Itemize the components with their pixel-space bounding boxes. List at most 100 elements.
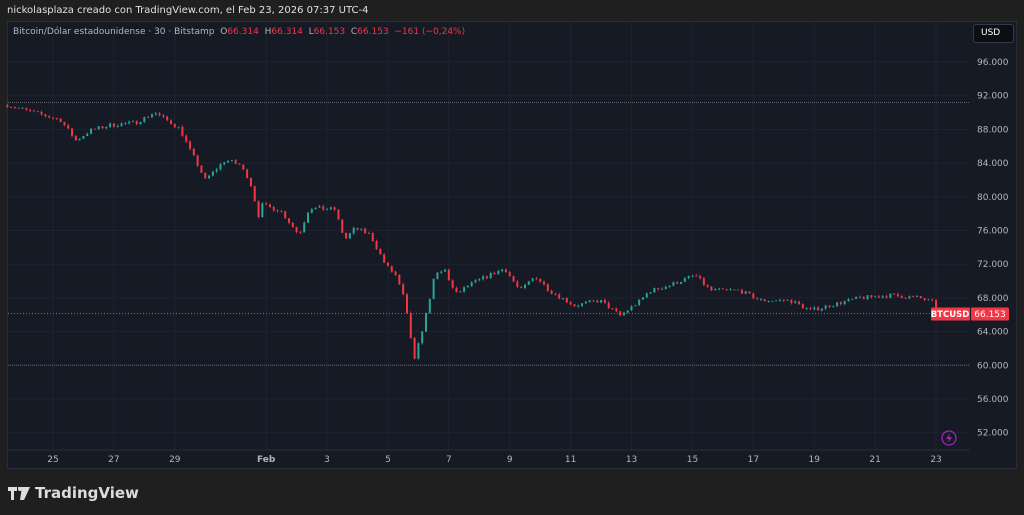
- candle-body: [223, 162, 226, 165]
- time-tick-label: 11: [565, 455, 576, 465]
- candle-body: [501, 269, 504, 271]
- candle-body: [409, 312, 412, 338]
- candle-body: [759, 299, 762, 301]
- candle-body: [230, 160, 233, 161]
- candle-body: [577, 305, 580, 307]
- candle-body: [425, 312, 428, 332]
- candle-body: [25, 107, 28, 110]
- candle-body: [923, 298, 926, 300]
- candle-body: [714, 289, 717, 291]
- candle-body: [535, 278, 538, 280]
- candle-body: [44, 114, 47, 117]
- candle-body: [211, 171, 214, 176]
- candle-body: [280, 211, 283, 213]
- candle-body: [874, 296, 877, 298]
- candle-body: [364, 228, 367, 234]
- candle-body: [630, 306, 633, 311]
- candle-body: [314, 207, 317, 210]
- price-tick-label: 76.000: [977, 227, 1009, 237]
- candle-body: [729, 289, 732, 291]
- candle-body: [801, 304, 804, 309]
- candle-body: [246, 169, 249, 179]
- candle-body: [59, 118, 62, 122]
- candle-body: [474, 280, 477, 283]
- candle-body: [147, 116, 150, 118]
- candle-body: [455, 287, 458, 292]
- tradingview-logo-icon: [8, 486, 30, 500]
- candle-body: [763, 299, 766, 302]
- time-tick-label: 7: [446, 455, 452, 465]
- candle-body: [565, 298, 568, 303]
- candle-body: [596, 300, 599, 303]
- last-price-tag: 66.153: [974, 310, 1006, 320]
- candle-body: [482, 276, 485, 280]
- candle-body: [326, 209, 329, 211]
- candle-body: [154, 113, 157, 115]
- time-tick-label: 5: [385, 455, 391, 465]
- candle-body: [444, 269, 447, 272]
- candle-body: [626, 310, 629, 313]
- time-tick-label: 17: [748, 455, 759, 465]
- candle-body: [82, 136, 85, 139]
- high-label: H: [264, 27, 272, 37]
- candle-body: [173, 124, 176, 128]
- candle-body: [489, 273, 492, 279]
- currency-button[interactable]: USD: [973, 24, 1014, 43]
- candle-body: [234, 160, 237, 164]
- price-tick-label: 60.000: [977, 361, 1009, 371]
- candle-body: [181, 126, 184, 136]
- candle-body: [600, 300, 603, 303]
- candle-body: [352, 227, 355, 234]
- candle-body: [394, 271, 397, 275]
- candle-body: [101, 126, 104, 129]
- price-tick-label: 80.000: [977, 193, 1009, 203]
- candle-body: [508, 272, 511, 277]
- candle-body: [295, 226, 298, 232]
- logo-text: TradingView: [35, 484, 139, 502]
- candle-body: [196, 155, 199, 166]
- candle-body: [527, 281, 530, 285]
- candle-body: [371, 233, 374, 242]
- close-label: C: [350, 27, 358, 37]
- candle-body: [550, 290, 553, 294]
- candle-body: [463, 287, 466, 292]
- candle-body: [436, 272, 439, 279]
- candle-body: [310, 209, 313, 213]
- candle-body: [261, 203, 264, 218]
- lightning-icon[interactable]: [941, 430, 957, 446]
- candle-body: [413, 337, 416, 359]
- candle-body: [36, 111, 39, 113]
- candle-body: [299, 231, 302, 233]
- candle-body: [706, 284, 709, 287]
- candle-body: [767, 301, 770, 302]
- candle-body: [6, 104, 9, 108]
- time-tick-label: 3: [324, 455, 330, 465]
- candle-body: [641, 297, 644, 300]
- candle-body: [702, 278, 705, 285]
- candle-body: [581, 303, 584, 306]
- candle-body: [227, 160, 230, 163]
- candle-body: [360, 228, 363, 230]
- candle-body: [375, 241, 378, 250]
- candle-body: [896, 294, 899, 297]
- candle-body: [341, 219, 344, 233]
- open-value: 66.314: [227, 27, 259, 37]
- candle-body: [398, 274, 401, 285]
- change-value: −161 (−0,24%): [394, 27, 466, 37]
- candle-body: [645, 293, 648, 298]
- candle-body: [90, 128, 93, 134]
- candle-body: [786, 299, 789, 301]
- candle-body: [683, 278, 686, 282]
- candle-body: [493, 273, 496, 275]
- candle-body: [421, 331, 424, 344]
- candle-body: [32, 110, 35, 112]
- candle-body: [919, 296, 922, 299]
- candle-body: [143, 116, 146, 123]
- candle-body: [649, 292, 652, 294]
- candle-body: [158, 113, 161, 116]
- price-tick-label: 84.000: [977, 159, 1009, 169]
- candle-body: [584, 301, 587, 304]
- high-value: 66.314: [271, 27, 303, 37]
- time-tick-label: 29: [169, 455, 181, 465]
